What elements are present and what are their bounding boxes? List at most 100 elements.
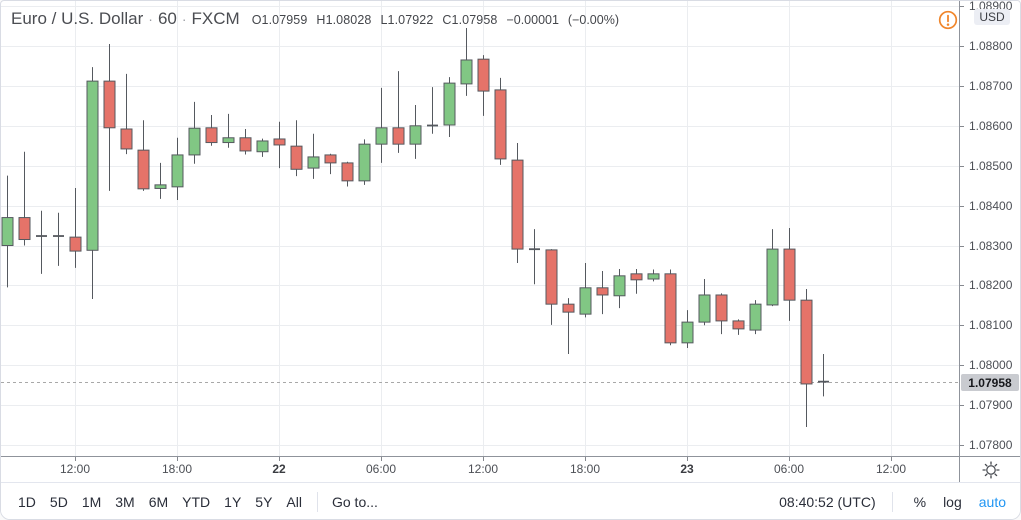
time-tick-mark (279, 457, 280, 461)
candle[interactable] (630, 269, 643, 294)
time-tick-mark (483, 457, 484, 461)
candle[interactable] (341, 161, 354, 187)
range-button-1y[interactable]: 1Y (224, 494, 242, 510)
candle[interactable] (732, 319, 745, 335)
candle[interactable] (715, 293, 728, 335)
goto-button[interactable]: Go to... (331, 494, 378, 510)
candle[interactable] (154, 162, 167, 199)
time-tick-mark (789, 457, 790, 461)
price-tick-label: 1.08800 (969, 39, 1013, 53)
candle[interactable] (800, 288, 813, 428)
candle[interactable] (53, 212, 64, 266)
candle[interactable] (664, 269, 677, 346)
candle[interactable] (375, 87, 388, 163)
candle[interactable] (529, 229, 540, 285)
candle[interactable] (256, 138, 269, 157)
range-button-1d[interactable]: 1D (18, 494, 36, 510)
price-tick-label: 1.08000 (969, 358, 1013, 372)
candle[interactable] (749, 300, 762, 335)
candle[interactable] (69, 188, 82, 268)
candle[interactable] (358, 139, 371, 185)
candle[interactable] (290, 120, 303, 177)
candle[interactable] (392, 71, 405, 153)
range-button-5y[interactable]: 5Y (255, 494, 273, 510)
price-tick-mark (960, 206, 964, 207)
log-scale-button[interactable]: log (943, 494, 962, 510)
candle[interactable] (120, 73, 133, 155)
range-button-1m[interactable]: 1M (81, 494, 102, 510)
candle[interactable] (103, 44, 116, 191)
candle[interactable] (1, 175, 14, 288)
chart-settings-button[interactable] (960, 456, 1020, 482)
toolbar-divider (316, 492, 318, 512)
candle[interactable] (681, 310, 694, 349)
price-tick-label: 1.08700 (969, 79, 1013, 93)
ohlc-readout: O1.07959 H1.08028 L1.07922 C1.07958 −0.0… (252, 13, 619, 27)
candle[interactable] (477, 55, 490, 116)
candle[interactable] (596, 271, 609, 315)
chart-pane[interactable]: Euro / U.S. Dollar · 60 · FXCM O1.07959 … (1, 1, 959, 456)
time-tick-label: 06:00 (365, 462, 397, 476)
time-tick-label: 22 (272, 462, 286, 476)
range-button-6m[interactable]: 6M (148, 494, 169, 510)
price-axis[interactable]: 1.08900 1.08800 1.08700 1.08600 1.08500 1.084… (959, 1, 1020, 482)
bottom-toolbar: 1D 5D 1M 3M 6M YTD 1Y 5Y All Go to... 08:40:52 (… (1, 482, 1020, 519)
candle[interactable] (324, 153, 337, 175)
candle[interactable] (222, 113, 235, 148)
candlestick-canvas[interactable] (1, 1, 959, 456)
candle[interactable] (545, 249, 558, 325)
candle[interactable] (273, 121, 286, 169)
time-tick-mark (177, 457, 178, 461)
candle[interactable] (86, 67, 99, 299)
candle[interactable] (427, 87, 438, 134)
alert-warning-icon[interactable] (938, 10, 958, 30)
percent-scale-button[interactable]: % (913, 494, 927, 510)
candle[interactable] (443, 77, 456, 137)
price-tick-mark (960, 365, 964, 366)
candle[interactable] (562, 298, 575, 355)
toolbar-divider (891, 492, 893, 512)
candle[interactable] (818, 354, 829, 397)
symbol-name[interactable]: Euro / U.S. Dollar (11, 9, 144, 28)
price-tick-label: 1.07800 (969, 438, 1013, 452)
candle[interactable] (188, 101, 201, 164)
candle[interactable] (18, 151, 31, 246)
time-tick-label: 06:00 (773, 462, 805, 476)
auto-scale-button[interactable]: auto (978, 494, 1006, 510)
time-tick-mark (585, 457, 586, 461)
candle[interactable] (494, 77, 507, 165)
interval-value[interactable]: 60 (157, 9, 177, 28)
candle[interactable] (766, 229, 779, 307)
candle[interactable] (171, 137, 184, 201)
candle[interactable] (307, 133, 320, 179)
range-button-5d[interactable]: 5D (49, 494, 68, 510)
time-tick-label: 12:00 (59, 462, 91, 476)
candle[interactable] (613, 269, 626, 309)
candle[interactable] (205, 115, 218, 146)
candle[interactable] (698, 279, 711, 326)
range-button-ytd[interactable]: YTD (182, 494, 211, 510)
candle[interactable] (36, 210, 47, 274)
candle[interactable] (239, 128, 252, 155)
range-button-3m[interactable]: 3M (115, 494, 135, 510)
price-tick-label: 1.07900 (969, 398, 1013, 412)
candle[interactable] (137, 120, 150, 191)
last-price-label: 1.07958 (961, 374, 1019, 391)
candle[interactable] (409, 105, 422, 159)
time-tick-mark (381, 457, 382, 461)
price-change-pct: (−0.00%) (567, 13, 619, 27)
range-button-all[interactable]: All (286, 494, 302, 510)
candle[interactable] (579, 263, 592, 318)
price-tick-mark (960, 86, 964, 87)
open-value: O1.07959 (251, 13, 308, 27)
candle[interactable] (460, 28, 473, 96)
candle[interactable] (783, 227, 796, 321)
time-axis[interactable]: 12:00 18:00 22 06:00 12:00 18:00 23 06:00 12:00 (1, 456, 959, 482)
time-tick-label: 12:00 (467, 462, 499, 476)
time-tick-mark (891, 457, 892, 461)
price-tick-label: 1.08300 (969, 239, 1013, 253)
candle[interactable] (647, 269, 660, 282)
price-tick-mark (960, 246, 964, 247)
candle[interactable] (511, 142, 524, 264)
price-tick-label: 1.08100 (969, 318, 1013, 332)
